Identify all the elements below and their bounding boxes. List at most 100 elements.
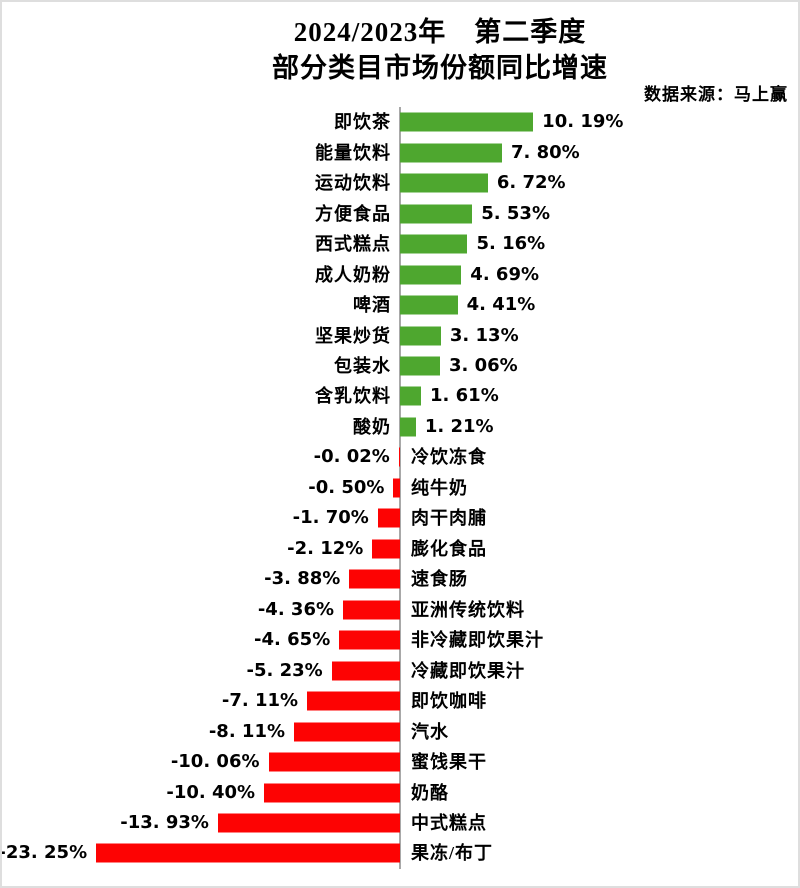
category-label: 坚果炒货 bbox=[315, 325, 391, 346]
category-label: 能量饮料 bbox=[315, 142, 391, 163]
negative-bar bbox=[339, 630, 400, 650]
category-label: 含乳饮料 bbox=[315, 386, 391, 407]
category-label: 纯牛奶 bbox=[411, 477, 468, 498]
value-label: 5. 16% bbox=[476, 233, 546, 255]
bar-row: 汽水 -8. 11% bbox=[2, 716, 798, 746]
value-label: -0. 02% bbox=[313, 446, 390, 468]
value-label: 6. 72% bbox=[496, 172, 566, 194]
bar-row: 纯牛奶 -0. 50% bbox=[2, 473, 798, 503]
negative-bar bbox=[349, 569, 400, 589]
value-label: -4. 36% bbox=[257, 598, 335, 620]
negative-bar bbox=[294, 722, 400, 742]
category-label: 啤酒 bbox=[353, 295, 391, 316]
bar-row: 包装水 3. 06% bbox=[2, 351, 798, 381]
value-label: -7. 11% bbox=[221, 690, 299, 712]
bar-chart: 即饮茶 10. 19% 能量饮料 7. 80% 运动饮料 6. 72% 方便食品 5. 53%… bbox=[0, 107, 798, 869]
zero-axis-line bbox=[399, 107, 401, 869]
bar-row: 中式糕点 -13. 93% bbox=[2, 808, 798, 838]
category-label: 冷饮冻食 bbox=[411, 447, 487, 468]
bar-row: 能量饮料 7. 80% bbox=[2, 137, 798, 167]
positive-bar bbox=[400, 143, 502, 163]
value-label: 3. 13% bbox=[449, 324, 519, 346]
category-label: 中式糕点 bbox=[411, 813, 487, 834]
positive-bar bbox=[400, 234, 468, 254]
positive-bar bbox=[400, 204, 473, 224]
value-label: 7. 80% bbox=[510, 141, 580, 163]
positive-bar bbox=[400, 417, 416, 437]
bar-row: 亚洲传统饮料 -4. 36% bbox=[2, 595, 798, 625]
value-label: -4. 65% bbox=[254, 629, 331, 651]
value-label: -1. 70% bbox=[292, 507, 369, 529]
category-label: 西式糕点 bbox=[315, 234, 391, 255]
bar-row: 成人奶粉 4. 69% bbox=[2, 259, 798, 289]
category-label: 即饮茶 bbox=[334, 112, 391, 133]
category-label: 冷藏即饮果汁 bbox=[411, 660, 525, 681]
value-label: 3. 06% bbox=[448, 354, 518, 376]
positive-bar bbox=[400, 386, 422, 406]
chart-title: 2024/2023年 第二季度 部分类目市场份额同比增速 bbox=[82, 14, 798, 86]
bar-row: 奶酪 -10. 40% bbox=[2, 777, 798, 807]
value-label: -10. 06% bbox=[170, 751, 260, 773]
negative-bar bbox=[393, 478, 400, 498]
positive-bar bbox=[400, 356, 440, 376]
category-label: 速食肠 bbox=[411, 569, 468, 590]
value-label: -8. 11% bbox=[208, 720, 286, 742]
bar-row: 果冻/布丁 -23. 25% bbox=[0, 838, 798, 868]
bar-row: 酸奶 1. 21% bbox=[2, 412, 798, 442]
category-label: 果冻/布丁 bbox=[411, 843, 494, 864]
value-label: 4. 69% bbox=[470, 263, 540, 285]
positive-bar bbox=[400, 112, 534, 132]
category-label: 非冷藏即饮果汁 bbox=[411, 630, 544, 651]
value-label: -23. 25% bbox=[0, 842, 88, 864]
chart-title-line2: 部分类目市场份额同比增速 bbox=[272, 53, 608, 83]
value-label: 10. 19% bbox=[542, 111, 624, 133]
category-label: 酸奶 bbox=[353, 416, 391, 437]
category-label: 亚洲传统饮料 bbox=[411, 599, 525, 620]
negative-bar bbox=[268, 752, 400, 772]
bar-row: 即饮茶 10. 19% bbox=[2, 107, 798, 137]
value-label: -0. 50% bbox=[308, 476, 385, 498]
value-label: -3. 88% bbox=[264, 568, 341, 590]
negative-bar bbox=[264, 783, 400, 803]
positive-bar bbox=[400, 173, 488, 193]
value-label: -5. 23% bbox=[246, 659, 323, 681]
bar-row: 冷饮冻食 -0. 02% bbox=[2, 442, 798, 472]
negative-bar bbox=[307, 691, 400, 711]
bar-row: 含乳饮料 1. 61% bbox=[2, 381, 798, 411]
value-label: -2. 12% bbox=[287, 537, 364, 559]
category-label: 成人奶粉 bbox=[315, 264, 391, 285]
bar-row: 啤酒 4. 41% bbox=[2, 290, 798, 320]
category-label: 包装水 bbox=[334, 355, 391, 376]
chart-title-line1: 2024/2023年 第二季度 bbox=[293, 17, 587, 47]
bar-row: 非冷藏即饮果汁 -4. 65% bbox=[2, 625, 798, 655]
category-label: 奶酪 bbox=[411, 782, 449, 803]
bar-row: 蜜饯果干 -10. 06% bbox=[2, 747, 798, 777]
value-label: 5. 53% bbox=[481, 202, 550, 224]
category-label: 方便食品 bbox=[315, 203, 391, 224]
bar-row: 膨化食品 -2. 12% bbox=[2, 534, 798, 564]
category-label: 即饮咖啡 bbox=[411, 691, 487, 712]
category-label: 肉干肉脯 bbox=[411, 508, 487, 529]
bar-row: 西式糕点 5. 16% bbox=[2, 229, 798, 259]
bar-row: 即饮咖啡 -7. 11% bbox=[2, 686, 798, 716]
value-label: 4. 41% bbox=[466, 294, 536, 316]
bar-row: 冷藏即饮果汁 -5. 23% bbox=[2, 655, 798, 685]
category-label: 蜜饯果干 bbox=[411, 752, 487, 773]
negative-bar bbox=[377, 508, 400, 528]
bar-row: 速食肠 -3. 88% bbox=[2, 564, 798, 594]
data-source-label: 数据来源：马上赢 bbox=[644, 85, 788, 104]
negative-bar bbox=[343, 600, 400, 620]
category-label: 膨化食品 bbox=[411, 538, 487, 559]
negative-bar bbox=[331, 661, 400, 681]
category-label: 运动饮料 bbox=[315, 173, 391, 194]
positive-bar bbox=[400, 265, 462, 285]
negative-bar bbox=[398, 447, 400, 467]
bar-row: 方便食品 5. 53% bbox=[2, 198, 798, 228]
bar-row: 肉干肉脯 -1. 70% bbox=[2, 503, 798, 533]
bar-row: 坚果炒货 3. 13% bbox=[2, 320, 798, 350]
value-label: 1. 21% bbox=[424, 415, 494, 437]
negative-bar bbox=[372, 539, 400, 559]
positive-bar bbox=[400, 326, 441, 346]
positive-bar bbox=[400, 295, 458, 315]
